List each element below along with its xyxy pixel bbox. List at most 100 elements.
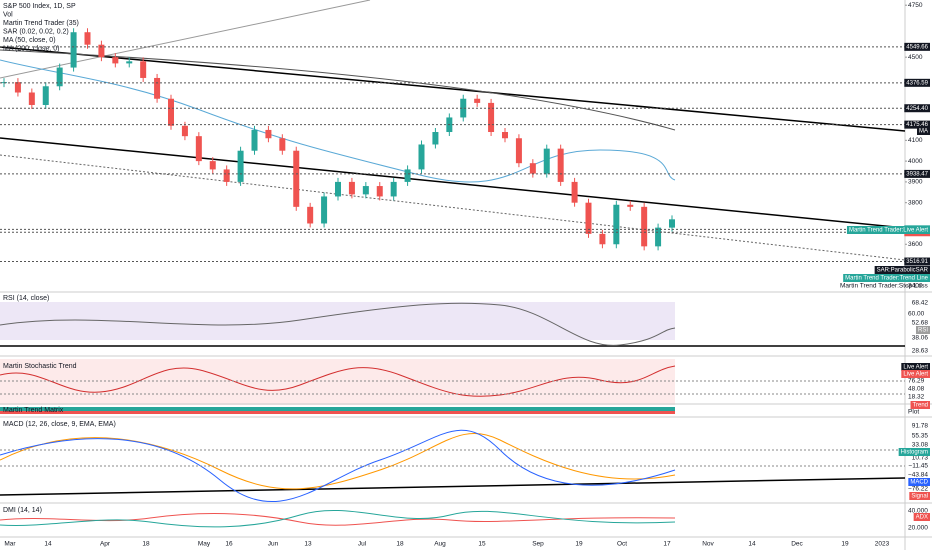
matrix-strip <box>0 411 675 414</box>
pane-title: RSI (14, close) <box>3 295 49 302</box>
axis-tag: Plot <box>908 409 919 416</box>
x-tick-label: Sep <box>532 541 544 548</box>
pane-title: MACD (12, 26, close, 9, EMA, EMA) <box>3 421 116 428</box>
x-tick-label: Mar <box>4 541 16 548</box>
x-tick-label: May <box>198 541 211 548</box>
axis-tag: −11.45 <box>908 463 928 470</box>
axis-tag: 4376.59 <box>906 80 928 86</box>
candle <box>279 138 286 151</box>
axis-tag-bg <box>904 42 930 51</box>
pane-title: DMI (14, 14) <box>3 507 42 514</box>
axis-tag-bg <box>901 363 930 371</box>
y-tick-label: 18.32 <box>908 394 925 401</box>
axis-tag: MA <box>919 129 928 135</box>
stoch-bg <box>0 359 675 405</box>
legend-item: Martin Trend Trader (35) <box>3 20 79 27</box>
candle <box>515 138 522 164</box>
matrix-strip <box>0 407 675 411</box>
axis-tag: 3938.47 <box>906 171 928 177</box>
axis-tag-bg <box>913 513 930 521</box>
x-tick-label: Aug <box>434 541 446 548</box>
candle <box>14 82 21 93</box>
candle <box>112 57 119 64</box>
x-tick-label: Apr <box>100 541 111 548</box>
candle <box>488 102 495 133</box>
axis-tag: 28.63 <box>912 348 929 355</box>
candle <box>613 204 620 245</box>
axis-tag-bg <box>909 422 930 430</box>
axis-tag-bg <box>898 448 930 456</box>
candle <box>599 233 606 245</box>
candle <box>557 148 564 182</box>
y-tick-label: 76.29 <box>908 378 925 385</box>
x-tick-label: Nov <box>702 541 714 548</box>
axis-tag: 91.78 <box>912 423 929 430</box>
candle <box>181 125 188 137</box>
y-tick-label: 4750 <box>908 2 923 9</box>
level-lines <box>0 380 905 467</box>
candle <box>585 202 592 234</box>
axis-tag-bg <box>905 485 930 493</box>
axis-tag-bg <box>904 120 930 129</box>
axis-tag-bg <box>904 257 930 266</box>
axis-tag: SAR:ParabolicSAR <box>877 268 929 274</box>
axis-tag: ADX <box>916 515 928 521</box>
x-tick-label: 18 <box>396 541 404 548</box>
y-tick-label: 4100 <box>908 137 923 144</box>
axis-tag: MACD <box>910 480 928 486</box>
axis-tag: 38.06 <box>912 335 929 342</box>
axis-tag: 33.08 <box>912 442 929 449</box>
axis-tag-bg <box>904 78 930 87</box>
axis-tag: Histogram <box>901 450 928 456</box>
axis-tag-bg <box>843 274 930 282</box>
candle <box>376 186 383 197</box>
candle <box>641 206 648 247</box>
candle <box>56 67 63 87</box>
candle <box>237 150 244 182</box>
candle <box>251 129 258 151</box>
candle <box>84 32 91 45</box>
axis-tag-bg <box>901 370 930 378</box>
candle <box>28 92 35 105</box>
candle <box>474 98 481 103</box>
candle <box>223 169 230 182</box>
pane-title: Martin Trend Matrix <box>3 407 64 414</box>
axis-tag-bg <box>909 319 930 327</box>
axis-tag: 55.35 <box>912 433 929 440</box>
candle <box>42 86 49 105</box>
legend-item: MA (200, close, 0) <box>3 45 59 52</box>
axis-tag-bg <box>909 492 930 500</box>
axis-tag-bg <box>909 347 930 355</box>
x-tick-label: 17 <box>663 541 671 548</box>
axis-tag: −76.22 <box>908 486 928 493</box>
legend-item: SAR (0.02, 0.02, 0.2) <box>3 28 69 35</box>
legend-item: MA (50, close, 0) <box>3 37 56 44</box>
candle <box>154 77 161 99</box>
x-tick-label: 19 <box>575 541 583 548</box>
x-tick-label: 13 <box>304 541 312 548</box>
axis-tag-bg <box>906 462 930 470</box>
axis-tag-bg <box>909 334 930 342</box>
candle <box>460 98 467 118</box>
axis-tag: 10.73 <box>912 455 929 462</box>
candle <box>348 181 355 195</box>
axis-tag-bg <box>904 169 930 178</box>
axis-tag: Live Alert <box>903 365 928 371</box>
candle <box>404 169 411 182</box>
candle <box>293 150 300 207</box>
x-tick-label: 16 <box>225 541 233 548</box>
axis-tag-bg <box>915 326 930 334</box>
x-tick-label: Oct <box>617 541 627 548</box>
candle <box>571 181 578 203</box>
y-tick-label: 3400 <box>908 283 923 290</box>
x-tick-label: Jul <box>358 541 367 548</box>
axis-tag: 68.42 <box>912 300 929 307</box>
x-tick-label: 2023 <box>875 541 890 548</box>
x-tick-label: Jun <box>268 541 279 548</box>
candle <box>140 61 147 78</box>
axis-tag-bg <box>904 104 930 113</box>
axis-tag: Signal <box>911 494 928 500</box>
candle <box>418 144 425 170</box>
